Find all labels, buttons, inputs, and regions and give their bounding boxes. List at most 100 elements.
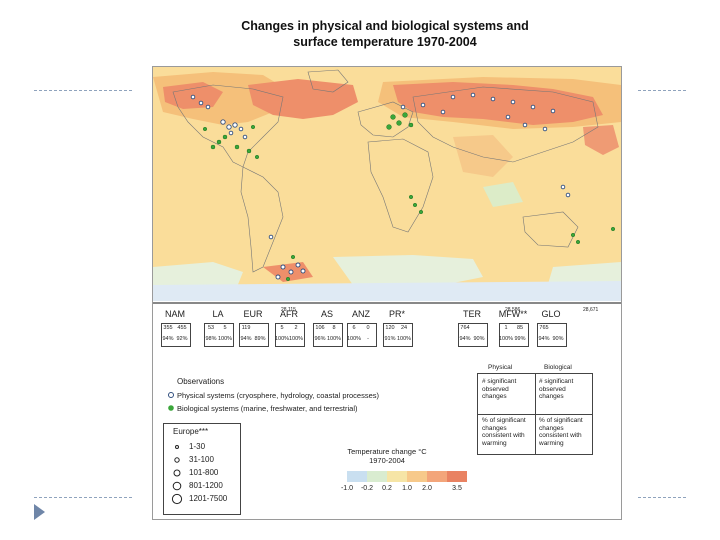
slide-bullet-arrow-icon [34, 504, 45, 520]
cool-regions [153, 182, 621, 301]
temperature-scale-swatch-5 [447, 471, 467, 482]
temperature-scale-label-4: 2.0 [422, 485, 432, 492]
region-pct-2-0: 94% [240, 336, 252, 342]
region-label-8: MFW** [498, 309, 528, 319]
region-label-4: AS [320, 309, 333, 319]
region-count-1-1: 5 [223, 325, 227, 331]
europe-size-marker-3 [172, 481, 182, 491]
left-dashed-rule-top [34, 90, 132, 91]
chart-title: Changes in physical and biological syste… [170, 18, 600, 50]
europe-size-label-1: 31-100 [189, 455, 214, 464]
temperature-scale-label-0: -1.0 [340, 485, 354, 492]
continent-outlines [172, 69, 599, 273]
region-count-2-0: 119 [241, 325, 251, 331]
region-label-1: LA [212, 309, 224, 319]
region-pct-2-1: 89% [254, 336, 266, 342]
temperature-scale-label-3: 1.0 [402, 485, 412, 492]
region-pct-5-0: 100% [347, 336, 362, 342]
biological-header: Biological [544, 364, 572, 371]
region-pct-8-0: 100% [499, 336, 514, 342]
temperature-scale-swatch-2 [387, 471, 407, 482]
region-box-7 [458, 323, 488, 347]
region-count-3-1: 2 [294, 325, 298, 331]
region-count-9-0: 765 [539, 325, 549, 331]
region-box-4 [313, 323, 343, 347]
europe-size-label-0: 1-30 [189, 442, 206, 451]
region-count-0-1: 455 [177, 325, 187, 331]
physical-marker-icon [168, 392, 174, 398]
region-count-0-0: 355 [163, 325, 173, 331]
map-separator [153, 302, 621, 304]
eur-annot-label: 28,115 [281, 307, 296, 313]
region-pct-1-1: 100% [218, 336, 233, 342]
region-label-7: TER [463, 309, 481, 319]
temperature-scale-period: 1970-2004 [369, 456, 405, 465]
europe-size-label-2: 101-800 [189, 468, 219, 477]
region-box-0 [161, 323, 191, 347]
biological-marker-icon [168, 405, 174, 411]
physical-row1-text: # significant observed changes [482, 378, 517, 400]
region-count-4-0: 106 [315, 325, 325, 331]
europe-size-marker-4 [171, 493, 183, 505]
region-pct-6-0: 91% [384, 336, 396, 342]
region-box-3 [275, 323, 305, 347]
region-label-9: GLO [541, 309, 561, 319]
physical-systems-label: Physical systems (cryosphere, hydrology,… [177, 391, 380, 400]
temperature-scale-heading: Temperature change °C [347, 447, 427, 456]
region-box-8 [499, 323, 529, 347]
biological-row1-text: # significant observed changes [539, 378, 574, 400]
ter-annot-label: 28,586 [505, 307, 521, 313]
temperature-scale-label-1: -0.2 [360, 485, 374, 492]
temperature-scale-label-5: 3.5 [452, 485, 462, 492]
europe-size-marker-0 [175, 445, 179, 449]
region-pct-9-0: 94% [538, 336, 550, 342]
region-count-6-0: 120 [385, 325, 395, 331]
region-label-0: NAM [165, 309, 185, 319]
temperature-scale-label-2: 0.2 [382, 485, 392, 492]
observations-title: Observations [177, 377, 225, 386]
region-label-3: AFR [280, 309, 298, 319]
region-count-3-0: 5 [280, 325, 284, 331]
physical-observation-markers [190, 92, 571, 280]
europe-size-label-3: 801-1200 [189, 481, 223, 490]
title-line-1: Changes in physical and biological syste… [241, 19, 529, 33]
europe-legend-box [163, 423, 241, 515]
region-pct-4-0: 96% [314, 336, 326, 342]
temperature-scale-swatch-3 [407, 471, 427, 482]
right-dashed-rule-bottom [638, 497, 686, 498]
region-summary-boxes: NAM 355 94% 455 92% LA 53 98% 5 100% EUR 119 94% 89% A… [153, 307, 621, 365]
region-pct-1-0: 98% [205, 336, 217, 342]
region-pct-8-1: 99% [514, 336, 526, 342]
biological-observation-markers [202, 112, 616, 282]
region-count-8-1: 85 [516, 325, 524, 331]
region-label-6: PR* [388, 309, 405, 319]
region-label-2: EUR [243, 309, 263, 319]
region-count-5-1: 0 [366, 325, 370, 331]
region-pct-6-1: 100% [397, 336, 412, 342]
region-box-1 [204, 323, 234, 347]
region-label-5: ANZ [352, 309, 370, 319]
region-box-9 [537, 323, 567, 347]
region-count-1-0: 53 [207, 325, 215, 331]
europe-size-marker-2 [173, 469, 181, 477]
biological-row2-text: % of significant changes consistent with… [539, 417, 583, 447]
europe-size-label-4: 1201-7500 [189, 494, 228, 503]
figure-panel: NAM 355 94% 455 92% LA 53 98% 5 100% EUR 119 94% 89% A… [152, 66, 622, 520]
physical-header: Physical [488, 364, 513, 371]
region-pct-9-1: 90% [552, 336, 564, 342]
temperature-scale-swatch-4 [427, 471, 447, 482]
region-pct-5-1: - [367, 336, 369, 342]
glo-annot-label: 28,671 [583, 307, 599, 313]
temperature-scale-swatch-0 [347, 471, 367, 482]
europe-legend-title: Europe*** [173, 427, 209, 436]
title-line-2: surface temperature 1970-2004 [293, 35, 477, 49]
region-pct-0-1: 92% [176, 336, 188, 342]
right-dashed-rule-top [638, 90, 686, 91]
region-count-6-1: 24 [400, 325, 408, 331]
region-count-5-0: 6 [352, 325, 356, 331]
physical-biological-table: Physical Biological # significant observ… [477, 364, 593, 455]
region-pct-7-1: 90% [473, 336, 485, 342]
physical-row2-text: % of significant changes consistent with… [482, 417, 526, 447]
temperature-scale-title: Temperature change °C 1970-2004 [327, 447, 447, 465]
region-count-8-0: 1 [504, 325, 508, 331]
